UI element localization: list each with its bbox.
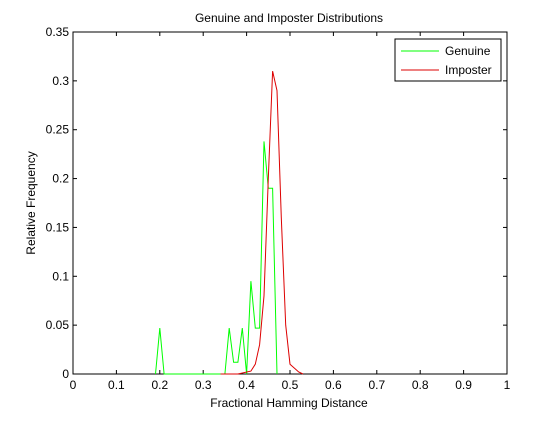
y-tick-label: 0	[62, 367, 69, 381]
legend-label-genuine: Genuine	[445, 44, 491, 58]
y-tick-label: 0.35	[46, 25, 70, 39]
y-tick-label: 0.25	[46, 123, 70, 137]
x-tick-label: 0.1	[108, 378, 125, 392]
y-tick-label: 0.15	[46, 220, 70, 234]
series-line-genuine	[155, 141, 278, 375]
x-tick-label: 0.4	[238, 378, 255, 392]
x-tick-label: 0.7	[368, 378, 385, 392]
y-tick-label: 0.2	[52, 172, 69, 186]
legend-box	[394, 38, 502, 82]
axis-ticks: 0 0.1 0.2 0.3 0.4 0.5 0.6 0.7 0.8 0.9 1 0 0.05 0.1 0.1…	[46, 25, 511, 392]
series-lines	[155, 70, 304, 375]
x-tick-label: 0.5	[282, 378, 299, 392]
plot-area	[72, 31, 508, 375]
chart-title: Genuine and Imposter Distributions	[195, 11, 383, 25]
x-tick-label: 0.9	[455, 378, 472, 392]
x-tick-label: 0.6	[325, 378, 342, 392]
legend: Genuine Imposter	[394, 38, 502, 82]
series-line-imposter	[220, 70, 304, 375]
x-tick-label: 0.2	[151, 378, 168, 392]
x-tick-label: 0	[70, 378, 77, 392]
y-tick-label: 0.05	[46, 318, 70, 332]
x-tick-label: 0.8	[412, 378, 429, 392]
x-axis-label: Fractional Hamming Distance	[210, 396, 368, 410]
legend-label-imposter: Imposter	[445, 63, 492, 77]
y-tick-label: 0.1	[52, 269, 69, 283]
y-axis-label: Relative Frequency	[24, 151, 38, 254]
y-tick-label: 0.3	[52, 74, 69, 88]
x-tick-label: 1	[504, 378, 511, 392]
x-tick-label: 0.3	[195, 378, 212, 392]
